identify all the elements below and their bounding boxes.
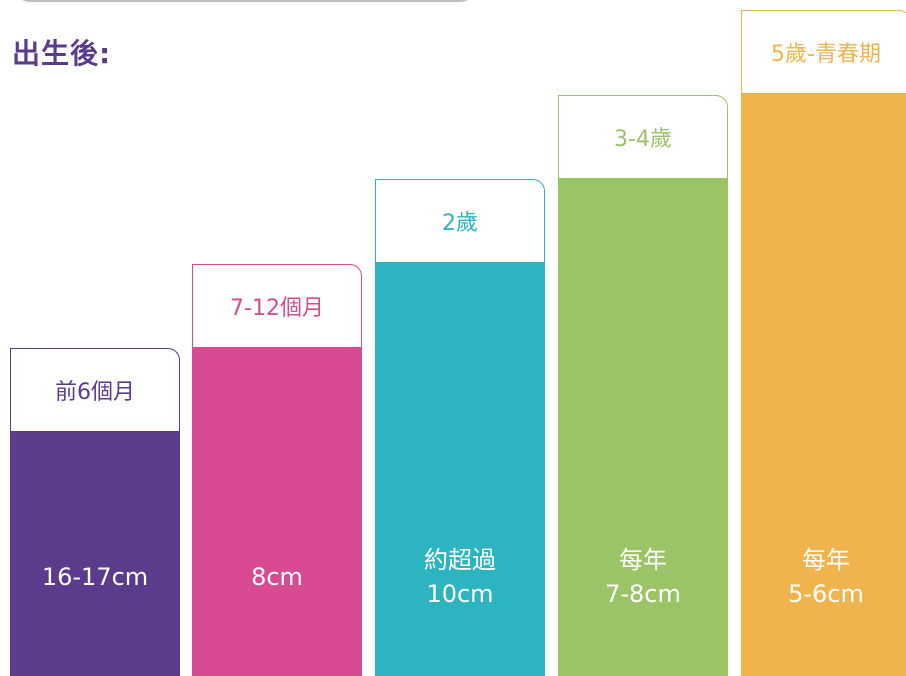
page-heading: 出生後: — [12, 37, 112, 70]
stage-value-label: 5-6cm — [788, 580, 864, 608]
stage-value-label: 8cm — [251, 563, 303, 591]
stage-value-label: 每年 — [619, 546, 667, 574]
stage-value-label: 每年 — [802, 546, 850, 574]
stage-value-label: 16-17cm — [41, 563, 149, 591]
stage-bar: 每年 5-6cm — [741, 93, 906, 676]
stage-bar: 16-17cm — [10, 431, 180, 676]
stage-column: 7-12個月 8cm — [192, 264, 362, 676]
stage-bar: 約超過 10cm — [375, 262, 545, 676]
stage-label: 7-12個月 — [192, 264, 362, 347]
stage-column: 3-4歲每年 7-8cm — [558, 95, 728, 676]
stage-label: 2歲 — [375, 179, 545, 262]
stage-bar: 每年 7-8cm — [558, 178, 728, 676]
stage-column: 前6個月 16-17cm — [10, 348, 180, 676]
stage-label: 前6個月 — [10, 348, 180, 431]
stage-label: 5歲-青春期 — [741, 10, 906, 93]
stage-column: 5歲-青春期每年 5-6cm — [741, 10, 906, 676]
stage-label: 3-4歲 — [558, 95, 728, 178]
stage-column: 2歲約超過 10cm — [375, 179, 545, 676]
stage-value-label: 約超過 — [424, 546, 496, 574]
stage-value-label: 10cm — [426, 580, 494, 608]
stage-value-label: 7-8cm — [605, 580, 681, 608]
stage-bar: 8cm — [192, 347, 362, 676]
